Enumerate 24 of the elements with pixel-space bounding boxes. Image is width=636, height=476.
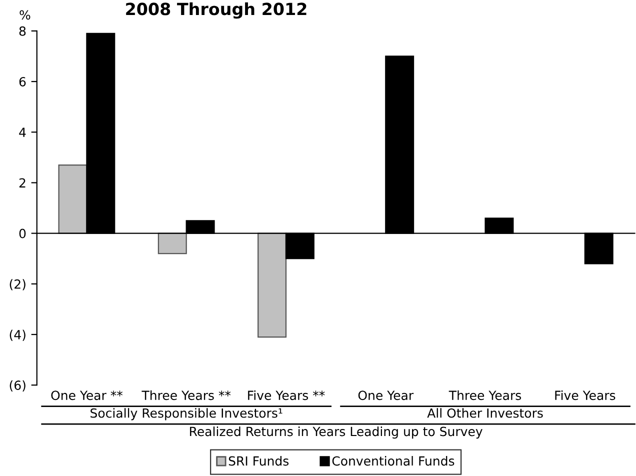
y-tick-label: 8 xyxy=(19,26,26,36)
x-tick-label: Five Years xyxy=(555,390,616,400)
y-tick-label: 4 xyxy=(19,128,26,137)
x-tick-label: Three Years ** xyxy=(142,390,231,400)
x-tick-label: Five Years ** xyxy=(248,390,325,400)
bar xyxy=(158,232,187,254)
legend-label: Conventional Funds xyxy=(332,456,454,466)
chart-title: 2008 Through 2012 xyxy=(126,2,306,19)
y-tick-label: (4) xyxy=(10,330,26,341)
y-tick-label: 2 xyxy=(19,178,26,188)
x-tick-label: One Year xyxy=(358,390,414,400)
y-tick-label: 0 xyxy=(19,228,26,238)
x-axis-title: Realized Returns in Years Leading up to Survey xyxy=(190,426,482,439)
x-tick-label: One Year ** xyxy=(51,390,123,400)
y-tick-label: 6 xyxy=(19,77,26,86)
text: All Other Investors xyxy=(427,408,543,418)
y-axis-title: % xyxy=(20,10,30,20)
bar xyxy=(258,232,287,338)
y-tick-label: (2) xyxy=(10,279,26,290)
bar xyxy=(58,164,88,234)
y-tick-label: (6) xyxy=(10,380,26,392)
x-tick-label: Three Years xyxy=(448,390,522,400)
text: Socially Responsible Investors¹ xyxy=(90,408,282,420)
legend-label: SRI Funds xyxy=(228,456,289,466)
